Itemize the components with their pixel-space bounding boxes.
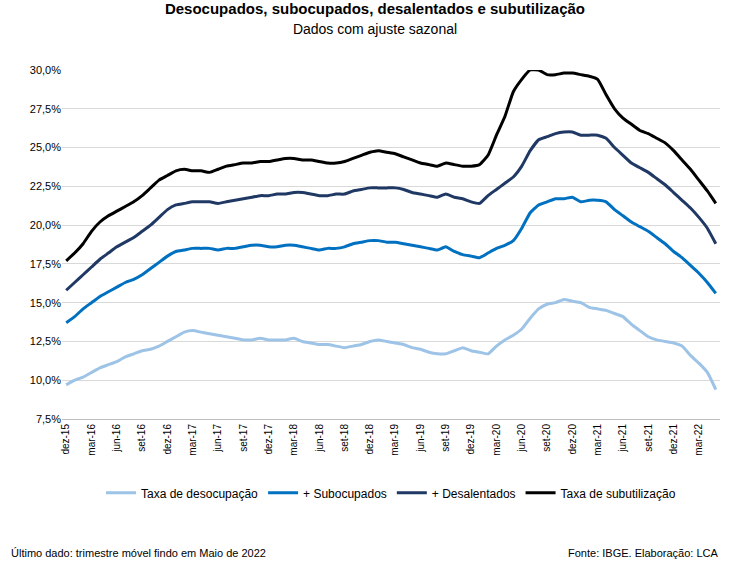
- svg-text:20,0%: 20,0%: [30, 219, 61, 231]
- svg-text:jun-17: jun-17: [212, 424, 223, 453]
- svg-text:mar-17: mar-17: [187, 424, 198, 456]
- svg-text:mar-19: mar-19: [389, 424, 400, 456]
- svg-text:dez-19: dez-19: [465, 424, 476, 455]
- svg-text:dez-16: dez-16: [162, 424, 173, 455]
- svg-text:27,5%: 27,5%: [30, 103, 61, 115]
- svg-text:mar-16: mar-16: [86, 424, 97, 456]
- svg-text:Taxa de subutilização: Taxa de subutilização: [561, 487, 676, 501]
- svg-text:+ Subocupados: + Subocupados: [303, 487, 387, 501]
- svg-text:mar-20: mar-20: [491, 424, 502, 456]
- svg-text:dez-18: dez-18: [364, 424, 375, 455]
- svg-text:10,0%: 10,0%: [30, 374, 61, 386]
- svg-text:jun-19: jun-19: [415, 424, 426, 453]
- svg-text:jun-16: jun-16: [111, 424, 122, 453]
- svg-text:jun-21: jun-21: [617, 424, 628, 453]
- svg-text:set-17: set-17: [238, 424, 249, 452]
- svg-text:25,0%: 25,0%: [30, 141, 61, 153]
- svg-text:30,0%: 30,0%: [30, 64, 61, 76]
- svg-text:Último dado: trimestre móvel f: Último dado: trimestre móvel findo em Ma…: [11, 547, 266, 559]
- svg-text:mar-22: mar-22: [693, 424, 704, 456]
- svg-text:Fonte: IBGE. Elaboração: LCA: Fonte: IBGE. Elaboração: LCA: [568, 547, 718, 559]
- svg-text:Taxa de desocupação: Taxa de desocupação: [141, 487, 258, 501]
- svg-text:jun-20: jun-20: [516, 424, 527, 453]
- svg-text:set-19: set-19: [440, 424, 451, 452]
- svg-text:12,5%: 12,5%: [30, 335, 61, 347]
- svg-text:dez-15: dez-15: [60, 424, 71, 455]
- svg-text:set-21: set-21: [643, 424, 654, 452]
- svg-text:jun-18: jun-18: [314, 424, 325, 453]
- svg-text:mar-21: mar-21: [592, 424, 603, 456]
- svg-text:set-20: set-20: [541, 424, 552, 452]
- svg-text:15,0%: 15,0%: [30, 297, 61, 309]
- svg-text:dez-17: dez-17: [263, 424, 274, 455]
- svg-text:7,5%: 7,5%: [36, 413, 61, 425]
- svg-text:22,5%: 22,5%: [30, 180, 61, 192]
- svg-text:+ Desalentados: + Desalentados: [432, 487, 516, 501]
- svg-text:17,5%: 17,5%: [30, 258, 61, 270]
- svg-text:dez-21: dez-21: [668, 424, 679, 455]
- svg-text:mar-18: mar-18: [288, 424, 299, 456]
- svg-text:Desocupados, subocupados, desa: Desocupados, subocupados, desalentados e…: [165, 0, 585, 37]
- svg-text:set-18: set-18: [339, 424, 350, 452]
- svg-text:dez-20: dez-20: [567, 424, 578, 455]
- svg-text:set-16: set-16: [136, 424, 147, 452]
